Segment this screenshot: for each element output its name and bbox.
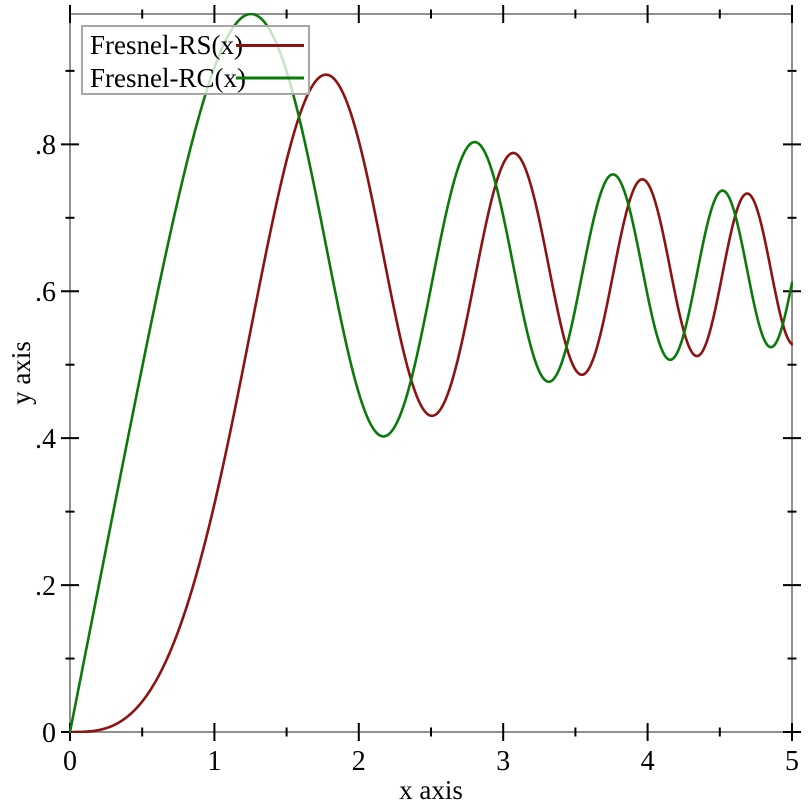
legend: Fresnel-RS(x)Fresnel-RC(x)	[81, 25, 310, 95]
x-tick-label: 3	[496, 746, 510, 777]
x-tick-labels: 0 1 2 3 4 5	[63, 746, 799, 777]
y-tick-labels: 0 .2 .4 .6 .8	[35, 130, 56, 749]
series-curves	[69, 13, 793, 733]
x-tick-label: 4	[641, 746, 655, 777]
plot-frame-rect	[69, 13, 793, 733]
legend-box	[81, 25, 310, 95]
curve-fresnel-rc-x	[69, 13, 793, 733]
plot-frame	[69, 13, 793, 733]
x-tick-label: 1	[207, 746, 221, 777]
y-tick-label: 0	[42, 718, 56, 749]
y-tick-label: .6	[35, 277, 56, 308]
x-tick-label: 2	[352, 746, 366, 777]
axis-ticks	[61, 5, 801, 741]
x-tick-label: 0	[63, 746, 77, 777]
y-tick-label: .2	[35, 571, 56, 602]
y-tick-label: .4	[35, 424, 56, 455]
y-axis-title: y axis	[6, 341, 36, 405]
y-tick-label: .8	[35, 130, 56, 161]
legend-label: Fresnel-RC(x)	[90, 63, 246, 93]
x-tick-label: 5	[785, 746, 799, 777]
curve-fresnel-rs-x	[69, 73, 793, 733]
legend-label: Fresnel-RS(x)	[90, 30, 243, 60]
x-axis-title: x axis	[399, 775, 463, 805]
